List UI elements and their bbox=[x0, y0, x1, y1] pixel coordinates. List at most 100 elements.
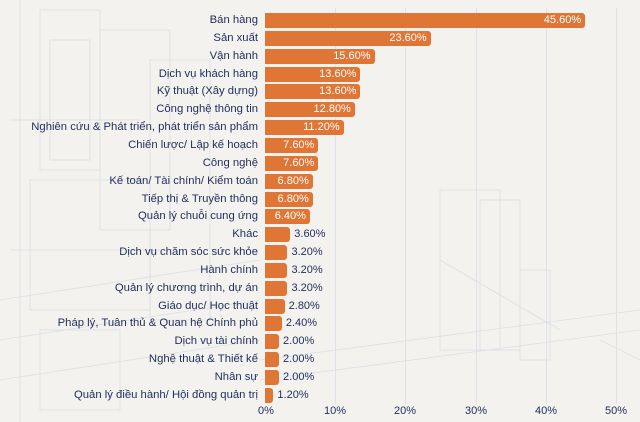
category-label: Nghiên cứu & Phát triển, phát triển sản … bbox=[31, 121, 258, 134]
bar bbox=[265, 298, 285, 314]
category-label: Bán hàng bbox=[209, 14, 258, 26]
bar: 13.60% bbox=[265, 66, 361, 82]
x-tick-0: 0% bbox=[258, 405, 274, 417]
bar bbox=[265, 262, 288, 278]
bar bbox=[265, 352, 280, 368]
x-tick-10: 10% bbox=[323, 405, 347, 417]
bar-row: Dịch vụ khách hàng 13.60% bbox=[0, 66, 640, 82]
bar: 11.20% bbox=[265, 120, 344, 136]
bar-row: Sản xuất 23.60% bbox=[0, 30, 640, 46]
bar: 6.40% bbox=[265, 209, 310, 225]
value-label: 13.60% bbox=[319, 67, 357, 80]
bar: 12.80% bbox=[265, 102, 355, 118]
bar: 7.60% bbox=[265, 155, 319, 171]
value-label: 11.20% bbox=[303, 121, 340, 134]
gridline-30 bbox=[476, 8, 477, 404]
bar-row: Nhân sự 2.00% bbox=[0, 369, 640, 385]
value-label: 3.20% bbox=[291, 281, 323, 294]
value-label: 2.40% bbox=[285, 317, 318, 330]
bar-row: Chiến lược/ Lập kế hoạch 7.60% bbox=[0, 137, 640, 153]
value-label: 12.80% bbox=[313, 103, 351, 116]
bar: 15.60% bbox=[265, 48, 375, 64]
bar-row: Nghệ thuật & Thiết kế 2.00% bbox=[0, 351, 640, 368]
category-label: Nhân sự bbox=[214, 371, 258, 383]
gridline-20 bbox=[405, 8, 406, 404]
bar-row: Hành chính 3.20% bbox=[0, 262, 640, 278]
bar-row: Quản lý điều hành/ Hội đồng quản trị 1.20… bbox=[0, 387, 640, 403]
bar-row: Giáo dục/ Học thuật 2.80% bbox=[0, 298, 640, 314]
category-label: Dịch vụ tài chính bbox=[174, 335, 258, 348]
value-label: 6.40% bbox=[274, 210, 306, 223]
bar-row: Pháp lý, Tuân thủ & Quan hệ Chính phủ 2.4… bbox=[0, 315, 640, 332]
gridline-40 bbox=[546, 8, 547, 404]
bar: 45.60% bbox=[265, 13, 586, 28]
value-label: 23.60% bbox=[389, 31, 427, 44]
bar: 6.80% bbox=[265, 191, 313, 207]
bar: 13.60% bbox=[265, 84, 361, 100]
bar: 7.60% bbox=[265, 137, 319, 153]
category-label: Kế toán/ Tài chính/ Kiểm toán bbox=[109, 174, 258, 187]
x-tick-30: 30% bbox=[464, 405, 488, 417]
gridline-10 bbox=[335, 8, 336, 404]
bar-row: Bán hàng 45.60% bbox=[0, 12, 640, 28]
value-label: 3.60% bbox=[294, 228, 326, 241]
category-label: Giáo dục/ Học thuật bbox=[158, 299, 258, 312]
category-label: Quản lý chương trình, dự án bbox=[114, 281, 258, 294]
category-label: Công nghệ bbox=[202, 156, 258, 169]
value-label: 45.60% bbox=[543, 14, 582, 26]
bar-row: Công nghệ 7.60% bbox=[0, 155, 640, 171]
value-label: 15.60% bbox=[333, 49, 371, 62]
bar-row: Tiếp thị & Truyền thông 6.80% bbox=[0, 191, 640, 207]
category-label: Dịch vụ khách hàng bbox=[158, 67, 258, 80]
category-label: Sản xuất bbox=[213, 31, 258, 44]
value-label: 2.00% bbox=[283, 371, 315, 383]
x-tick-20: 20% bbox=[393, 405, 417, 417]
bar-row: Công nghệ thông tin 12.80% bbox=[0, 101, 640, 118]
bar: 6.80% bbox=[265, 173, 313, 189]
bar-row: Quản lý chuỗi cung ứng 6.40% bbox=[0, 208, 640, 225]
category-label: Nghệ thuật & Thiết kế bbox=[148, 353, 258, 366]
category-label: Chiến lược/ Lập kế hoạch bbox=[128, 138, 258, 151]
value-label: 2.00% bbox=[283, 353, 315, 366]
value-label: 7.60% bbox=[283, 138, 315, 151]
bar-row: Dịch vụ chăm sóc sức khỏe 3.20% bbox=[0, 244, 640, 261]
bar-row: Kế toán/ Tài chính/ Kiểm toán 6.80% bbox=[0, 173, 640, 189]
category-label: Công nghệ thông tin bbox=[156, 103, 258, 116]
category-label: Kỹ thuật (Xây dựng) bbox=[156, 85, 258, 98]
bar bbox=[265, 370, 280, 385]
bar bbox=[265, 280, 288, 296]
category-label: Vận hành bbox=[209, 49, 258, 62]
x-tick-50: 50% bbox=[604, 405, 628, 417]
category-label: Pháp lý, Tuân thủ & Quan hệ Chính phủ bbox=[57, 317, 258, 330]
category-label: Dịch vụ chăm sóc sức khỏe bbox=[119, 246, 258, 259]
bar-row: Quản lý chương trình, dự án 3.20% bbox=[0, 280, 640, 296]
value-label: 13.60% bbox=[319, 85, 357, 98]
value-label: 1.20% bbox=[277, 388, 309, 401]
bar-row: Kỹ thuật (Xây dựng) 13.60% bbox=[0, 83, 640, 100]
bar-row: Nghiên cứu & Phát triển, phát triển sản … bbox=[0, 119, 640, 136]
bar bbox=[265, 334, 280, 350]
value-label: 3.20% bbox=[291, 246, 323, 259]
bar-row: Vận hành 15.60% bbox=[0, 48, 640, 64]
category-label: Hành chính bbox=[200, 263, 258, 276]
value-label: 3.20% bbox=[291, 263, 323, 276]
gridline-50 bbox=[616, 8, 617, 404]
x-tick-40: 40% bbox=[534, 405, 558, 417]
category-label: Quản lý chuỗi cung ứng bbox=[138, 210, 258, 223]
value-label: 2.00% bbox=[283, 335, 315, 348]
bar bbox=[265, 387, 274, 403]
bar-row: Khác 3.60% bbox=[0, 226, 640, 243]
bar-row: Dịch vụ tài chính 2.00% bbox=[0, 333, 640, 350]
bar: 23.60% bbox=[265, 30, 431, 46]
value-label: 7.60% bbox=[283, 156, 315, 169]
value-label: 2.80% bbox=[288, 299, 320, 312]
category-label: Khác bbox=[232, 228, 258, 241]
bar bbox=[265, 227, 291, 243]
category-label: Tiếp thị & Truyền thông bbox=[141, 192, 258, 205]
value-label: 6.80% bbox=[277, 192, 309, 205]
bar bbox=[265, 316, 282, 332]
bar bbox=[265, 245, 288, 261]
category-label: Quản lý điều hành/ Hội đồng quản trị bbox=[73, 388, 258, 401]
